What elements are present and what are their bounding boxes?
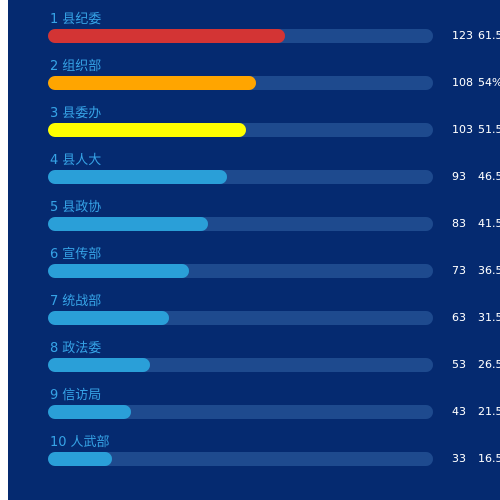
bar-percent: 21.5% xyxy=(478,405,500,418)
bar-track xyxy=(48,311,433,325)
bar-rank: 3 xyxy=(50,106,59,121)
bar-label: 1 县纪委 xyxy=(50,12,101,28)
bar-rank: 8 xyxy=(50,341,59,356)
bar-fill xyxy=(48,123,246,137)
bar-category-name: 县政协 xyxy=(62,200,102,215)
bar-value: 93 xyxy=(452,170,466,183)
bar-track xyxy=(48,29,433,43)
bar-label: 2 组织部 xyxy=(50,59,101,75)
bar-value: 63 xyxy=(452,311,466,324)
ranking-bar-chart: 1县纪委12361.5%2组织部10854%3县委办10351.5%4县人大93… xyxy=(8,0,500,500)
bar-value: 83 xyxy=(452,217,466,230)
bar-value: 33 xyxy=(452,452,466,465)
bar-value: 73 xyxy=(452,264,466,277)
bar-percent: 16.5% xyxy=(478,452,500,465)
bar-value: 123 xyxy=(452,29,473,42)
bar-label: 10 人武部 xyxy=(50,435,110,451)
bar-fill xyxy=(48,29,285,43)
bar-track xyxy=(48,452,433,466)
bar-rank: 7 xyxy=(50,294,59,309)
bar-category-name: 信访局 xyxy=(62,388,102,403)
bar-fill xyxy=(48,76,256,90)
bar-label: 8 政法委 xyxy=(50,341,101,357)
bar-value: 53 xyxy=(452,358,466,371)
bar-track xyxy=(48,76,433,90)
bar-track xyxy=(48,123,433,137)
bar-rank: 2 xyxy=(50,59,59,74)
bar-category-name: 政法委 xyxy=(62,341,102,356)
bar-rank: 10 xyxy=(50,435,67,450)
bar-percent: 36.5% xyxy=(478,264,500,277)
bar-value: 43 xyxy=(452,405,466,418)
bar-rank: 9 xyxy=(50,388,59,403)
bar-percent: 31.5% xyxy=(478,311,500,324)
bar-percent: 41.5% xyxy=(478,217,500,230)
bar-fill xyxy=(48,358,150,372)
bar-track xyxy=(48,405,433,419)
bar-percent: 54% xyxy=(478,76,500,89)
bar-label: 7 统战部 xyxy=(50,294,101,310)
bar-percent: 26.5% xyxy=(478,358,500,371)
bar-fill xyxy=(48,217,208,231)
bar-track xyxy=(48,170,433,184)
bar-label: 4 县人大 xyxy=(50,153,101,169)
bar-fill xyxy=(48,170,227,184)
bar-percent: 61.5% xyxy=(478,29,500,42)
bar-track xyxy=(48,358,433,372)
bar-category-name: 县委办 xyxy=(62,106,102,121)
bar-label: 3 县委办 xyxy=(50,106,101,122)
bar-rank: 6 xyxy=(50,247,59,262)
bar-rank: 4 xyxy=(50,153,59,168)
bar-category-name: 宣传部 xyxy=(62,247,102,262)
bar-category-name: 组织部 xyxy=(62,59,102,74)
bar-percent: 51.5% xyxy=(478,123,500,136)
bar-label: 9 信访局 xyxy=(50,388,101,404)
bar-rank: 5 xyxy=(50,200,59,215)
bar-track xyxy=(48,217,433,231)
bar-fill xyxy=(48,264,189,278)
bar-category-name: 人武部 xyxy=(70,435,110,450)
bar-fill xyxy=(48,452,112,466)
bar-category-name: 统战部 xyxy=(62,294,102,309)
bar-category-name: 县人大 xyxy=(62,153,102,168)
bar-label: 5 县政协 xyxy=(50,200,101,216)
bar-percent: 46.5% xyxy=(478,170,500,183)
bar-value: 108 xyxy=(452,76,473,89)
bar-rank: 1 xyxy=(50,12,59,27)
bar-fill xyxy=(48,311,169,325)
bar-label: 6 宣传部 xyxy=(50,247,101,263)
bar-fill xyxy=(48,405,131,419)
bar-value: 103 xyxy=(452,123,473,136)
bar-track xyxy=(48,264,433,278)
bar-category-name: 县纪委 xyxy=(62,12,102,27)
